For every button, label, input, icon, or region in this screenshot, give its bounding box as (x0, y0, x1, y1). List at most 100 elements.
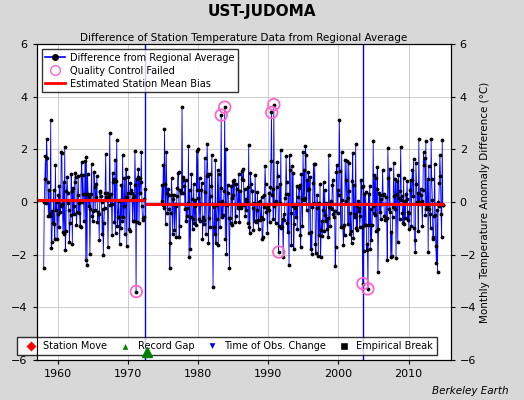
Point (311, 161, 319, 167)
Point (318, 217, 326, 224)
Point (359, 248, 368, 254)
Point (253, 189, 261, 196)
Point (160, 126, 169, 132)
Point (432, 243, 440, 250)
Point (332, 244, 340, 250)
Point (201, 189, 210, 196)
Point (180, 182, 189, 189)
Point (167, 174, 176, 181)
Point (68, 241, 77, 248)
Point (127, 190, 136, 196)
Point (348, 177, 356, 184)
Point (276, 181, 284, 187)
Point (376, 209, 384, 215)
Point (386, 166, 394, 172)
Point (111, 156, 119, 163)
Point (216, 185, 225, 191)
Point (188, 196, 196, 203)
Point (272, 184, 281, 190)
Point (133, 219, 141, 225)
Point (286, 152, 294, 158)
Point (411, 248, 420, 255)
Point (236, 205, 245, 212)
Point (417, 192, 425, 198)
Point (387, 229, 396, 235)
Point (407, 177, 415, 184)
Point (267, 158, 275, 164)
Point (286, 167, 294, 173)
Point (56, 183, 64, 189)
Point (354, 205, 363, 211)
Point (363, 247, 371, 254)
Point (271, 199, 279, 206)
Point (422, 206, 431, 212)
Point (438, 234, 446, 240)
Point (365, 222, 373, 228)
Point (106, 202, 115, 208)
Point (316, 181, 324, 187)
Point (267, 109, 276, 116)
Point (422, 138, 430, 145)
Point (334, 192, 343, 198)
Point (96, 189, 104, 195)
Point (362, 188, 370, 195)
Point (206, 193, 215, 199)
Point (230, 192, 238, 198)
Point (72, 222, 81, 229)
Point (83, 262, 91, 269)
Point (67, 171, 75, 177)
Point (199, 214, 208, 220)
Point (189, 216, 198, 222)
Point (310, 200, 319, 206)
Point (322, 218, 330, 224)
Point (176, 186, 184, 193)
Point (423, 176, 432, 182)
Point (350, 182, 358, 189)
Point (438, 137, 446, 143)
Point (405, 210, 413, 216)
Point (236, 187, 244, 194)
Point (170, 192, 178, 198)
Point (425, 206, 433, 212)
Point (80, 218, 88, 224)
Point (275, 222, 283, 229)
Point (64, 200, 72, 206)
Point (357, 184, 366, 190)
Point (174, 170, 182, 176)
Point (132, 288, 140, 295)
Point (212, 216, 221, 222)
Point (281, 191, 290, 198)
Point (432, 259, 441, 266)
Point (266, 219, 274, 225)
Point (86, 206, 95, 212)
Point (266, 184, 275, 190)
Point (249, 227, 258, 234)
Point (225, 215, 233, 221)
Point (206, 224, 214, 230)
Point (110, 219, 118, 225)
Point (196, 201, 205, 208)
Point (137, 149, 146, 155)
Point (274, 173, 282, 180)
Point (117, 182, 126, 189)
Point (409, 193, 417, 199)
Point (192, 222, 200, 228)
Point (328, 206, 336, 212)
Point (129, 192, 138, 199)
Point (201, 155, 209, 162)
Point (326, 223, 334, 230)
Point (392, 191, 401, 197)
Point (369, 210, 378, 216)
Point (246, 170, 255, 176)
Point (413, 198, 421, 205)
Point (353, 227, 362, 233)
Point (66, 220, 74, 226)
Point (61, 246, 70, 253)
Point (416, 201, 424, 207)
Point (283, 220, 291, 226)
Point (418, 222, 427, 229)
Point (309, 160, 318, 167)
Point (429, 234, 437, 240)
Point (60, 231, 68, 237)
Point (291, 202, 300, 209)
